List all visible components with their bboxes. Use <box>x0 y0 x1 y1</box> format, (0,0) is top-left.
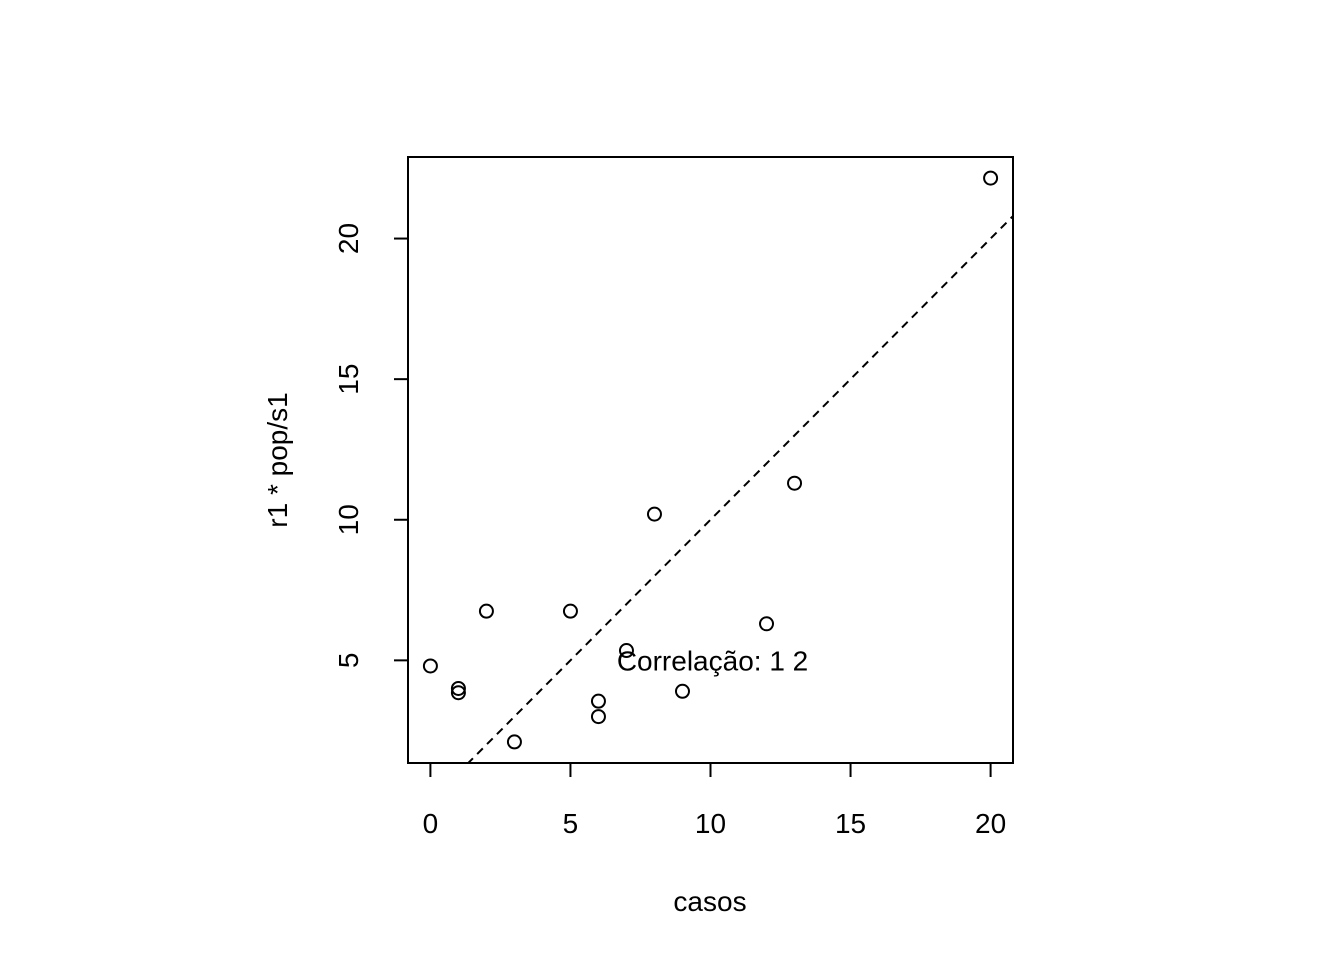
data-point <box>450 680 466 696</box>
x-tick-label: 0 <box>423 808 439 839</box>
data-point <box>590 709 606 725</box>
y-tick-label: 20 <box>333 223 364 254</box>
y-tick-label: 10 <box>333 504 364 535</box>
y-axis-label: r1 * pop/s1 <box>262 392 293 527</box>
x-tick-label: 15 <box>835 808 866 839</box>
data-point <box>983 170 999 186</box>
reference-line <box>466 215 1013 763</box>
data-point <box>646 506 662 522</box>
y-axis: 5 10 15 20 <box>333 223 409 669</box>
correlation-annotation: Correlação: 1 2 <box>617 645 808 676</box>
data-point <box>562 603 578 619</box>
data-point <box>674 683 690 699</box>
x-tick-label: 10 <box>695 808 726 839</box>
x-axis: 0 5 10 15 20 <box>423 762 1006 839</box>
data-point <box>787 475 803 491</box>
x-tick-label: 5 <box>563 808 579 839</box>
data-point <box>590 693 606 709</box>
x-axis-label: casos <box>673 886 746 917</box>
y-tick-label: 15 <box>333 364 364 395</box>
data-point <box>450 685 466 701</box>
data-point <box>618 643 634 659</box>
x-tick-label: 20 <box>975 808 1006 839</box>
data-point <box>506 734 522 750</box>
data-point <box>422 658 438 674</box>
y-tick-label: 5 <box>333 653 364 669</box>
data-point <box>478 603 494 619</box>
data-point <box>759 616 775 632</box>
